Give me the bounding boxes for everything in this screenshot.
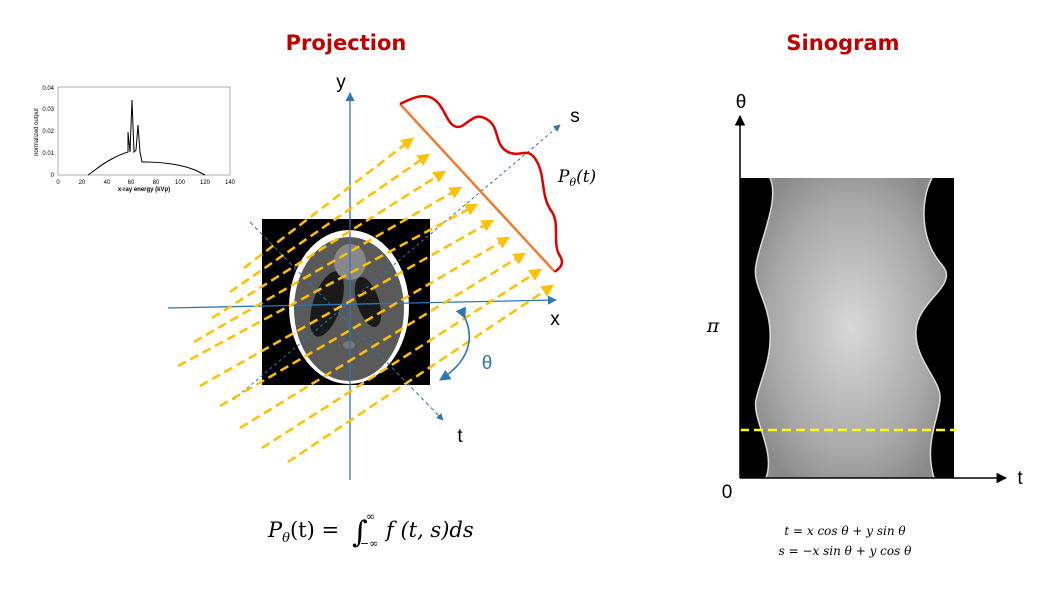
ray-5 <box>177 203 479 368</box>
profile-label: Pθ(t) <box>557 167 596 189</box>
s-axis-label: s <box>570 106 580 127</box>
spectrum-frame <box>57 86 231 176</box>
equation-s: s = −x sin θ + y cos θ <box>779 544 912 558</box>
ray-10 <box>287 284 555 464</box>
detector-line <box>399 103 556 273</box>
ytick-0: 0 <box>51 173 55 179</box>
x-axis-label: x <box>550 309 560 330</box>
phantom-right-ventricle <box>354 277 382 327</box>
spectrum-inset: normalized output x-ray energy (kVp) 0 0… <box>34 86 236 193</box>
s-axis <box>232 124 561 401</box>
xtick-4: 80 <box>153 180 160 186</box>
equation-t: t = x cos θ + y sin θ <box>784 524 906 538</box>
ray-3 <box>211 170 447 320</box>
xtick-2: 40 <box>104 180 111 186</box>
phantom-lower-spot <box>343 341 355 349</box>
spectrum-curve <box>87 99 206 176</box>
angle-arc <box>439 306 470 381</box>
ytick-1: 0.01 <box>42 151 54 157</box>
angle-label: θ <box>482 353 493 374</box>
xtick-3: 60 <box>128 180 135 186</box>
xtick-7: 140 <box>225 180 236 186</box>
projection-rays <box>177 137 555 464</box>
sinogram <box>740 177 956 479</box>
formula-integral: ∫ <box>352 515 368 550</box>
ray-2 <box>229 153 431 294</box>
ytick-3: 0.03 <box>42 107 54 113</box>
sinogram-title: Sinogram <box>786 31 899 55</box>
ytick-2: 0.02 <box>42 129 54 135</box>
projection-title: Projection <box>286 31 407 55</box>
t-axis-label: t <box>457 426 463 447</box>
ytick-4: 0.04 <box>42 86 54 92</box>
sinogram-band <box>755 178 947 478</box>
sinogram-left-edge <box>754 177 774 479</box>
formula-lhs: Pθ(t) = <box>267 518 339 546</box>
spectrum-xlabel: x-ray energy (kVp) <box>118 187 170 193</box>
spectrum-ylabel: normalized output <box>34 108 40 156</box>
formula-integrand: f (t, s)ds <box>384 518 474 542</box>
formula-lower-limit: −∞ <box>360 537 378 550</box>
sinogram-right-edge <box>915 177 948 479</box>
xtick-5: 100 <box>175 180 186 186</box>
formula-upper-limit: ∞ <box>366 510 375 523</box>
sinogram-theta-label: θ <box>736 92 747 113</box>
sinogram-pi-label: π <box>706 315 720 337</box>
y-axis-label: y <box>336 72 346 93</box>
sinogram-t-label: t <box>1017 468 1023 489</box>
ray-4 <box>193 186 463 344</box>
phantom-left-ventricle <box>310 271 344 337</box>
projection-formula: Pθ(t) = ∫ ∞ −∞ f (t, s)ds <box>267 510 474 550</box>
xtick-6: 120 <box>200 180 211 186</box>
projection-profile <box>399 94 564 273</box>
sinogram-zero-label: 0 <box>722 482 733 503</box>
xtick-1: 20 <box>79 180 86 186</box>
ray-1 <box>243 137 414 269</box>
xtick-0: 0 <box>56 180 60 186</box>
